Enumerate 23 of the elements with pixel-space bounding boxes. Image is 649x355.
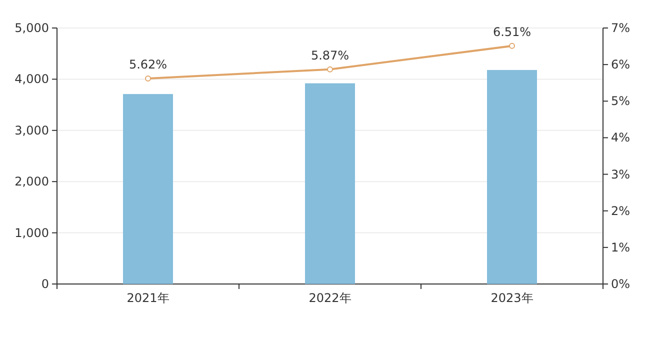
point	[145, 75, 151, 82]
y2-tick-label: 5%	[611, 94, 630, 108]
y2-tick-label: 3%	[611, 167, 630, 182]
point	[509, 42, 515, 49]
y2-tick-label: 4%	[611, 130, 630, 145]
data-label: 5.62%	[128, 57, 168, 72]
y2-tick-label: 0%	[611, 277, 630, 291]
x-tick-label: 2023年	[490, 291, 534, 305]
y-tick-label: 5,000	[14, 21, 49, 35]
x-tick-label: 2022年	[308, 291, 352, 305]
data-label: 6.51%	[492, 24, 532, 39]
y-tick-label: 0	[41, 277, 49, 291]
y-tick-label: 2,000	[14, 174, 49, 189]
y2-tick-label: 7%	[611, 21, 630, 35]
y2-tick-label: 2%	[611, 204, 630, 218]
point	[327, 66, 333, 72]
y-tick-label: 4,000	[14, 72, 49, 86]
y-tick-label: 3,000	[14, 123, 49, 138]
y2-tick-label: 6%	[611, 58, 630, 72]
y-tick-label: 1,000	[14, 226, 49, 240]
data-label: 5.87%	[310, 48, 350, 62]
y2-tick-label: 1%	[611, 240, 630, 254]
x-tick-label: 2021年	[126, 291, 170, 305]
